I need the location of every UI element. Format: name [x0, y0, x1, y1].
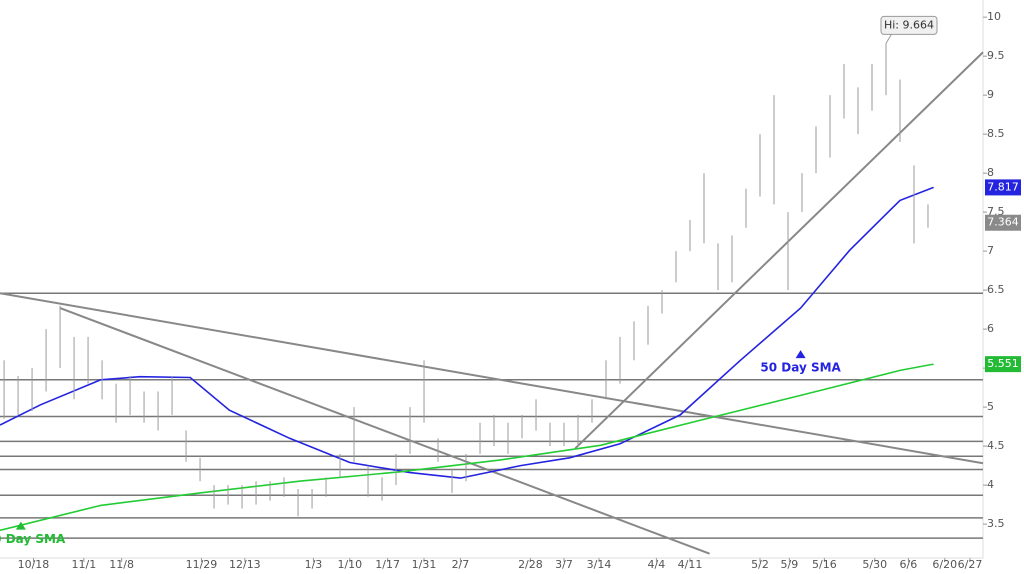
price-tag: [985, 179, 1021, 196]
x-tick-label: 11/1: [72, 558, 97, 571]
sma-marker: [795, 350, 806, 359]
price-tag-label: 5.551: [987, 357, 1019, 370]
x-tick-label: 6/20: [932, 558, 957, 571]
x-tick-label: 1/31: [412, 558, 437, 571]
x-tick-label: 1/3: [305, 558, 323, 571]
y-tick-label: 8.5: [987, 127, 1005, 140]
price-tag-label: 7.817: [987, 180, 1019, 193]
y-tick-label: 6.5: [987, 283, 1005, 296]
x-tick-label: 3/14: [587, 558, 612, 571]
y-tick-label: 6: [987, 322, 994, 335]
trendline: [59, 307, 710, 555]
y-tick-label: 9.5: [987, 49, 1005, 62]
high-pointer: [885, 33, 893, 44]
y-tick-label: 9: [987, 88, 994, 101]
y-tick-label: 8: [987, 166, 994, 179]
y-tick-label: 7: [987, 244, 994, 257]
x-tick-label: 5/16: [812, 558, 837, 571]
x-tick-label: 10/18: [18, 558, 50, 571]
x-tick-label: 11/29: [186, 558, 218, 571]
x-tick-label: 4/4: [648, 558, 666, 571]
x-tick-label: 6/6: [900, 558, 918, 571]
x-tick-label: 2/7: [452, 558, 470, 571]
x-tick-label: 5/30: [862, 558, 887, 571]
sma-line: [0, 186, 934, 479]
x-tick-label: 1/17: [375, 558, 400, 571]
y-tick-label: 10: [987, 10, 1001, 23]
x-tick-label: 2/28: [518, 558, 543, 571]
sma-line: [0, 363, 934, 532]
price-tag: [985, 214, 1021, 231]
x-tick-label: 4/11: [678, 558, 703, 571]
x-tick-label: 12/13: [229, 558, 261, 571]
x-tick-label: 5/9: [781, 558, 799, 571]
x-tick-label: 11/8: [109, 558, 134, 571]
sma-label: 50 Day SMA: [760, 361, 841, 375]
x-tick-label: 6/27: [958, 558, 983, 571]
y-tick-label: 3.5: [987, 517, 1005, 530]
x-tick-label: 3/7: [555, 558, 573, 571]
high-box: [880, 15, 938, 35]
y-tick-label: 4: [987, 478, 994, 491]
y-tick-label: 5: [987, 400, 994, 413]
trendline: [0, 292, 984, 465]
y-tick-label: 4.5: [987, 439, 1005, 452]
sma-marker: [15, 521, 26, 530]
x-tick-label: 5/2: [751, 558, 769, 571]
price-tag: [985, 356, 1021, 373]
trendline: [574, 51, 984, 450]
price-tag-label: 7.364: [987, 216, 1019, 229]
x-tick-label: 1/10: [337, 558, 362, 571]
sma-label: 200 Day SMA: [0, 532, 66, 546]
high-label: Hi: 9.664: [884, 18, 934, 31]
